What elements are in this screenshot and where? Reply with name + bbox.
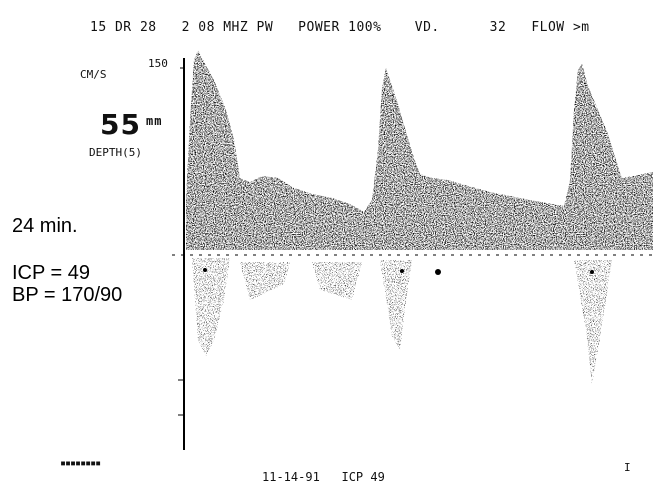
forward-flow-spectrum <box>186 50 653 250</box>
time-label: 24 min. <box>12 215 78 237</box>
velocity-scale-max: 150 <box>148 57 168 70</box>
footer-tick: I <box>624 461 631 474</box>
header-settings-line: 15 DR 28 2 08 MHZ PW POWER 100% VD. 32 F… <box>90 20 590 35</box>
icp-label: ICP = 49 <box>12 262 91 284</box>
velocity-units-label: CM/S <box>80 68 107 81</box>
spectrum-envelope <box>186 50 653 250</box>
reverse-flow-speckles <box>192 258 612 384</box>
bp-label: BP = 170/90 <box>12 284 123 306</box>
depth-label: DEPTH(5) <box>89 146 142 159</box>
depth-value: 55 <box>100 108 141 141</box>
footer-marker: ▪▪▪▪▪▪▪▪ <box>60 458 101 469</box>
depth-unit-mark: mm <box>146 114 163 128</box>
footer-date-icp: 11-14-91 ICP 49 <box>262 470 385 484</box>
